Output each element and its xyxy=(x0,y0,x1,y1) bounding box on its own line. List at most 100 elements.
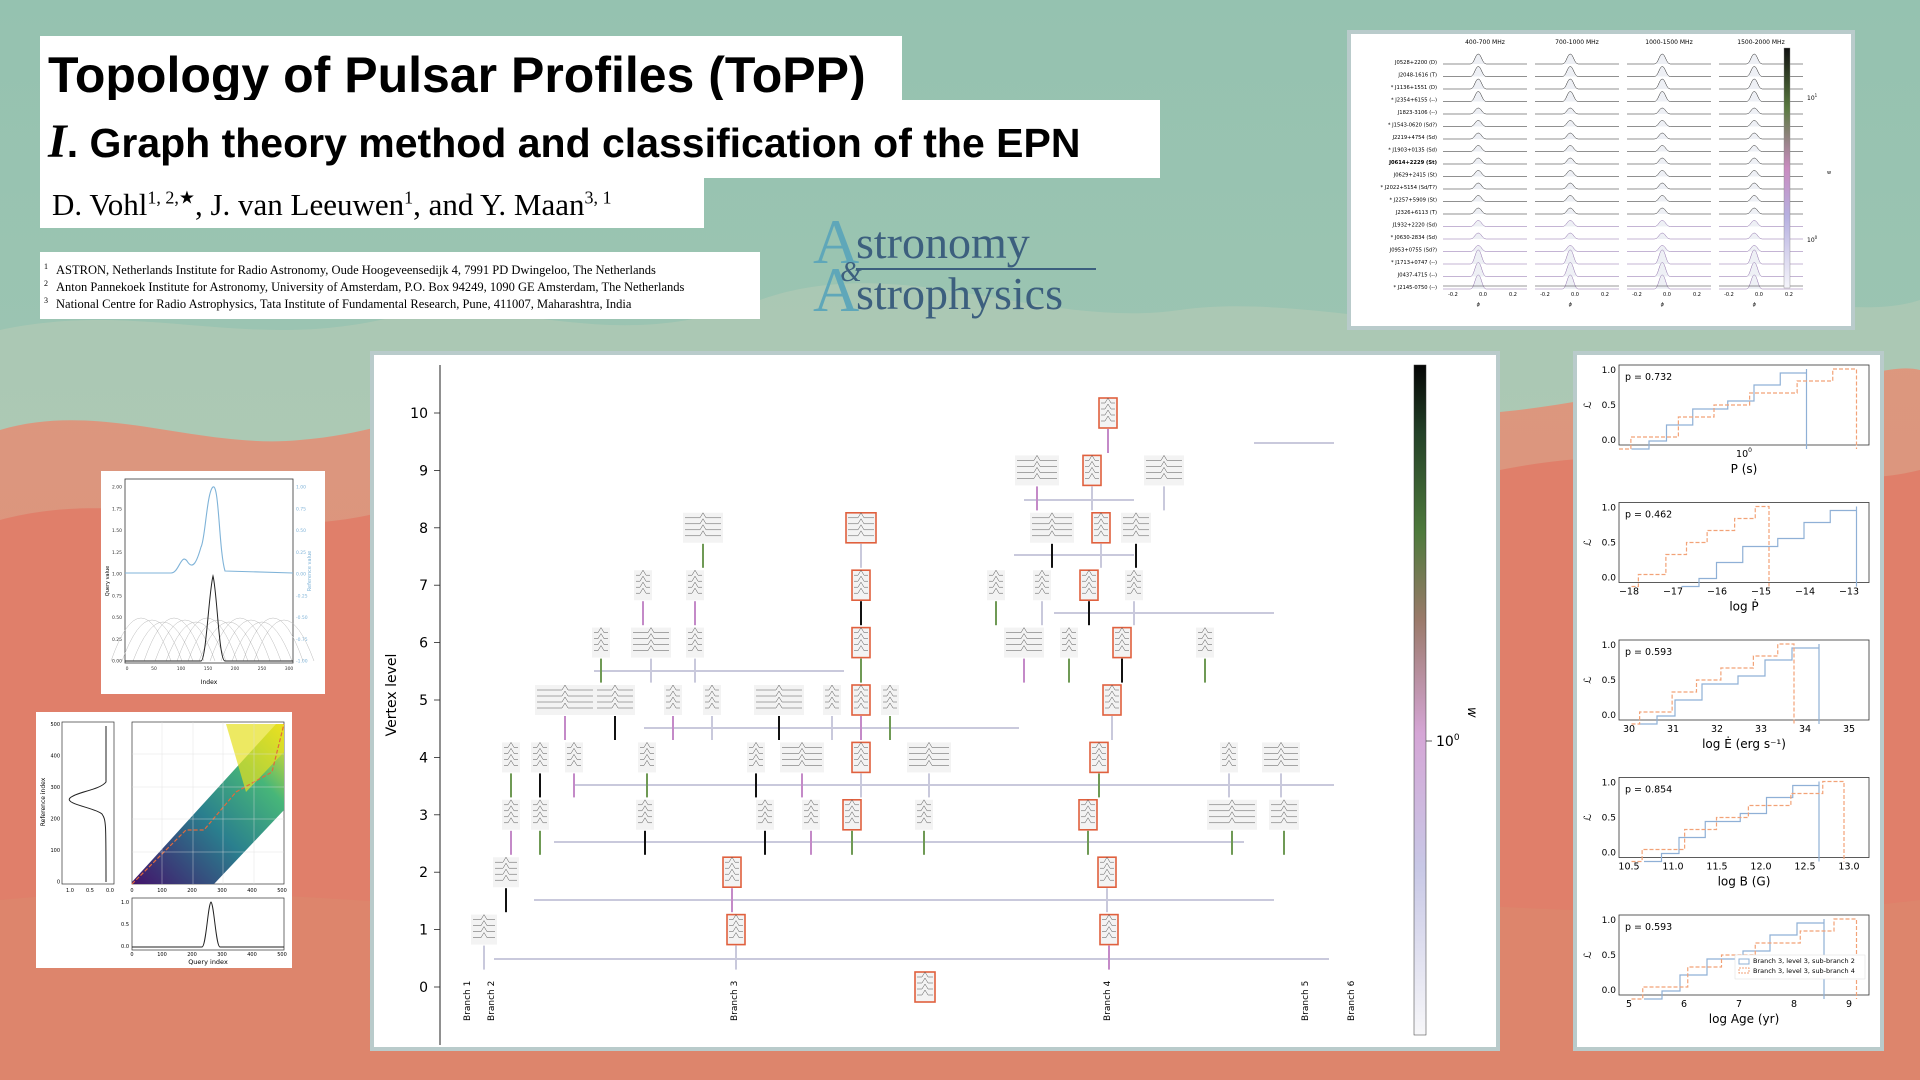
match-shifted-curve xyxy=(242,617,304,662)
journal-logo: A stronomy & A strophysics xyxy=(813,206,1096,323)
subtitle-text: . Graph theory method and classification… xyxy=(66,120,1081,166)
band-xtick: -0.2 xyxy=(1540,292,1550,298)
band-xlabel: ϕ xyxy=(1753,302,1757,308)
tree-node-highlighted xyxy=(1112,626,1132,683)
cdf-orange-step xyxy=(1619,368,1858,450)
profile-trace xyxy=(1443,274,1527,290)
profile-trace xyxy=(1535,220,1619,227)
profile-trace xyxy=(1627,53,1711,65)
author-affil: 3, 1 xyxy=(584,187,612,208)
match-ytick: 0.00 xyxy=(112,659,122,665)
profile-trace xyxy=(1627,107,1711,115)
legend-swatch-blue xyxy=(1738,958,1750,965)
tree-node-highlighted xyxy=(842,798,862,855)
author-list: D. Vohl1, 2,★, J. van Leeuwen1, and Y. M… xyxy=(52,187,612,223)
cdf-xtick: 12.0 xyxy=(1750,862,1771,873)
profile-trace xyxy=(1719,107,1803,115)
band-label: 1000-1500 MHz xyxy=(1645,39,1692,46)
cdf-xtick: 13.0 xyxy=(1838,862,1859,873)
query-curve xyxy=(125,574,293,662)
cdf-pvalue: p = 0.462 xyxy=(1625,510,1672,521)
match-ytick: 2.00 xyxy=(112,485,122,491)
affiliation-num: 2 xyxy=(44,279,48,288)
match-ytick: 1.50 xyxy=(112,528,122,534)
author-name: J. van Leeuwen xyxy=(210,187,405,222)
tree-node-highlighted xyxy=(1091,512,1111,568)
branch-label: Branch 5 xyxy=(1301,981,1311,1021)
cdf-panel: 1.0 0.5 0.0 ℒp = 0.593 5 6 7 8 9 log Age (yr) Bran… xyxy=(1583,914,1870,1026)
match-shifted-curve xyxy=(143,617,205,662)
match-ytick: 0.25 xyxy=(112,637,122,643)
profile-trace xyxy=(1443,120,1527,127)
cdf-xtick: 100 xyxy=(1736,447,1752,460)
logo-word-2: strophysics xyxy=(856,268,1063,319)
cdf-xtick: −16 xyxy=(1707,587,1727,598)
band-label: 700-1000 MHz xyxy=(1555,39,1599,46)
band-xtick: 0.2 xyxy=(1785,292,1793,298)
profile-trace xyxy=(1627,91,1711,102)
tree-ytick: 10 xyxy=(410,406,428,422)
profile-trace xyxy=(1719,245,1803,252)
pulsar-name: J2048-1616 (T) xyxy=(1397,73,1437,79)
authors-box: D. Vohl1, 2,★, J. van Leeuwen1, and Y. M… xyxy=(40,178,704,228)
tree-node xyxy=(907,741,951,798)
profile-trace xyxy=(1627,207,1711,215)
dtw-side-xtick: 1.0 xyxy=(66,888,74,894)
branch-label: Branch 6 xyxy=(1347,980,1357,1021)
tree-ytick: 4 xyxy=(419,750,428,766)
profile-trace xyxy=(1535,107,1619,115)
cdf-xlabel: P (s) xyxy=(1731,462,1758,476)
tree-node xyxy=(686,627,704,683)
band-xlabel: ϕ xyxy=(1661,302,1665,308)
tree-node-highlighted xyxy=(1099,913,1119,970)
tree-node-highlighted xyxy=(1102,684,1122,740)
frequency-colorbar xyxy=(1783,47,1791,289)
profile-trace xyxy=(1719,207,1803,215)
tree-ytick: 1 xyxy=(419,923,428,939)
cdf-axes xyxy=(1618,364,1870,446)
cdf-ytick: 0.5 xyxy=(1602,951,1616,961)
affiliation-text: ASTRON, Netherlands Institute for Radio … xyxy=(56,263,656,278)
tree-node-highlighted xyxy=(845,512,877,568)
branch-label: Branch 4 xyxy=(1103,980,1113,1021)
profile-trace xyxy=(1535,262,1619,277)
branch-label: Branch 2 xyxy=(487,981,497,1021)
band-xtick: 0.0 xyxy=(1755,292,1763,298)
cdf-ylabel: ℒ xyxy=(1583,951,1594,958)
band-xtick: 0.0 xyxy=(1479,292,1487,298)
profile-trace xyxy=(1535,91,1619,102)
tree-node-highlighted xyxy=(1078,798,1098,855)
tree-node-highlighted xyxy=(914,971,936,1003)
pulsar-name: * J1713+0747 (--) xyxy=(1391,260,1437,266)
cdf-xtick: −18 xyxy=(1619,587,1639,598)
query-profile xyxy=(132,901,284,948)
tree-node xyxy=(592,627,610,683)
cdf-pvalue: p = 0.732 xyxy=(1625,372,1672,383)
match-shifted-curve xyxy=(231,621,293,662)
pulsar-name: J1823-3106 (--) xyxy=(1397,110,1437,116)
cdf-xlabel: log Ṗ xyxy=(1729,599,1758,614)
cdf-xtick: 32 xyxy=(1711,724,1723,735)
profile-trace xyxy=(1443,220,1527,227)
match-shifted-curve xyxy=(165,621,227,662)
pulsar-name: J0528+2200 (D) xyxy=(1394,60,1437,66)
dtw-xtick: 400 xyxy=(247,888,257,894)
tree-node xyxy=(634,569,652,626)
cdf-ytick: 0.0 xyxy=(1602,711,1617,721)
profile-trace xyxy=(1535,182,1619,190)
side-profile xyxy=(68,726,107,883)
tree-ytick: 3 xyxy=(419,808,428,824)
match-xtick: 0 xyxy=(126,666,129,672)
tree-node xyxy=(1196,627,1214,683)
profile-trace xyxy=(1535,157,1619,165)
match-xlabel: Index xyxy=(201,679,218,686)
tree-node xyxy=(1033,569,1051,626)
match-ylabel: Query value xyxy=(105,566,111,596)
profile-trace xyxy=(1719,91,1803,102)
tree-node xyxy=(754,684,804,740)
pulsar-name: J0629+2415 (St) xyxy=(1393,173,1437,179)
logo-big-a-2: A xyxy=(813,254,859,323)
cdf-pvalue: p = 0.854 xyxy=(1625,785,1672,796)
profile-trace xyxy=(1719,262,1803,277)
